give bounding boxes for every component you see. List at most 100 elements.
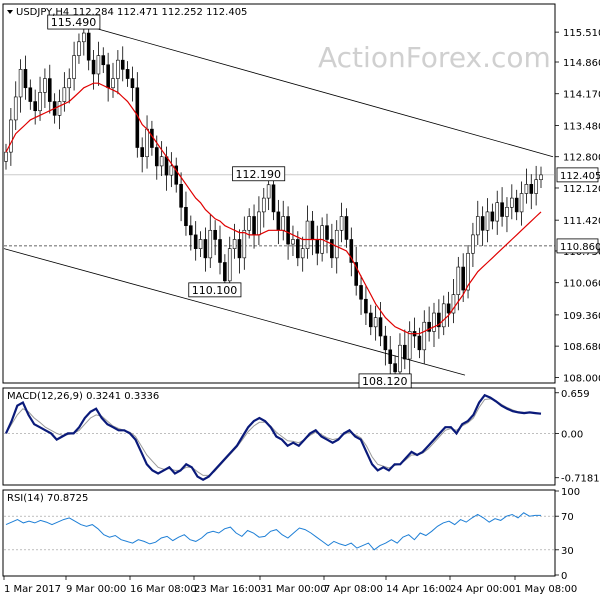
candle-body — [485, 211, 490, 231]
x-axis-label: 1 May 08:00 — [515, 584, 577, 595]
price-axis-label: 108.000 — [563, 373, 600, 384]
price-chart-title: USDJPY,H4 112.284 112.471 112.252 112.40… — [16, 7, 247, 18]
candle-body — [500, 202, 504, 217]
x-axis-label: 9 Mar 00:00 — [66, 584, 126, 595]
candle-body — [33, 101, 37, 112]
macd-axis-label: 0.00 — [561, 429, 583, 440]
candle-body — [86, 32, 91, 61]
price-axis-label: 112.120 — [563, 184, 600, 195]
candle-body — [257, 211, 261, 236]
candle-body — [218, 239, 222, 263]
candle-body — [514, 197, 519, 213]
candle-body — [407, 331, 412, 360]
candle-body — [227, 248, 232, 282]
candle-body — [82, 32, 86, 43]
candle-body — [315, 239, 320, 254]
x-axis-label: 31 Mar 00:00 — [260, 584, 327, 595]
annotation-label: 112.190 — [236, 168, 282, 181]
candle-body — [368, 312, 373, 328]
candle-body — [13, 96, 18, 121]
candle-body — [91, 59, 96, 75]
annotation-label: 108.120 — [362, 375, 408, 388]
candle-body — [28, 87, 33, 102]
candle-body — [4, 151, 8, 162]
candle-body — [57, 101, 62, 116]
price-axis-label: 108.680 — [563, 342, 600, 353]
candle-body — [349, 239, 354, 263]
candle-body — [529, 184, 534, 194]
candle-body — [223, 262, 227, 282]
candle-body — [261, 197, 266, 213]
candle-body — [398, 344, 402, 373]
candle-body — [490, 211, 495, 222]
macd-line — [4, 393, 542, 481]
price-axis-label: 109.360 — [563, 311, 600, 322]
price-axis-label: 115.510 — [563, 28, 600, 39]
candle-body — [101, 55, 106, 66]
candle-body — [23, 69, 28, 89]
x-axis-label: 23 Mar 16:00 — [194, 584, 261, 595]
candle-body — [43, 78, 47, 93]
candle-body — [184, 206, 188, 226]
macd-axis-label: 0.659 — [561, 389, 590, 400]
candle-body — [169, 165, 174, 176]
candle-body — [159, 156, 164, 167]
candle-body — [359, 285, 363, 300]
price-axis-label: 114.860 — [563, 58, 600, 69]
dropdown-triangle-icon[interactable] — [7, 10, 13, 14]
candle-body — [9, 119, 13, 153]
candle-body — [247, 216, 251, 231]
rsi-line — [5, 512, 541, 551]
price-layer: 115.490 112.190 110.100 108.120 — [3, 14, 555, 389]
candle-body — [77, 41, 81, 56]
candle-body — [305, 220, 310, 249]
candle-body — [232, 239, 237, 249]
price-axis-label: 114.170 — [563, 90, 600, 101]
rsi-axis-label: 100 — [561, 487, 580, 498]
candle-body — [120, 59, 125, 70]
rsi-axis-label: 30 — [561, 546, 574, 557]
candle-body — [18, 69, 23, 98]
candle-body — [432, 312, 436, 332]
candle-body — [534, 179, 538, 194]
macd-layer — [4, 393, 555, 481]
price-axis-highlight-box — [556, 167, 599, 183]
macd-axis-label: -0.7181 — [561, 474, 600, 485]
candle-body — [67, 78, 72, 89]
candle-body — [334, 229, 339, 259]
candle-body — [437, 312, 441, 328]
candle-body — [140, 147, 144, 158]
axis-layer: 115.510 114.860 114.170 113.480 112.800 112.1… — [3, 28, 600, 595]
candle-body — [422, 321, 427, 351]
candle-body — [179, 184, 183, 208]
price-axis-label: 112.800 — [563, 153, 600, 164]
candle-body — [72, 55, 76, 79]
rsi-axis-label: 70 — [561, 512, 574, 523]
annotation-box — [47, 14, 101, 30]
candle-body — [276, 211, 281, 231]
candle-body — [354, 262, 358, 286]
candle-body — [300, 248, 305, 259]
macd-chart-title: MACD(12,26,9) 0.3241 0.3336 — [7, 391, 159, 402]
price-axis-label: 113.480 — [563, 121, 600, 132]
annotation-box — [188, 282, 242, 298]
candle-body — [388, 349, 393, 364]
price-axis-label: 111.420 — [563, 216, 600, 227]
channel-lower-line — [3, 248, 466, 376]
candle-body — [330, 239, 334, 259]
candle-body — [252, 216, 256, 236]
candle-body — [116, 59, 120, 79]
rsi-chart-title: RSI(14) 70.8725 — [7, 493, 88, 504]
rsi-axis-label: 0 — [561, 571, 567, 582]
rsi-layer — [4, 512, 555, 551]
candle-body — [62, 87, 67, 102]
x-axis-label: 24 Apr 00:00 — [450, 584, 515, 595]
candle-body — [471, 234, 475, 254]
candle-body — [96, 55, 101, 75]
candle-body — [403, 344, 407, 360]
price-axis-highlight-label: 112.405 — [560, 171, 600, 182]
candle-body — [296, 239, 300, 259]
candle-body — [286, 216, 290, 245]
candle-body — [344, 216, 349, 240]
